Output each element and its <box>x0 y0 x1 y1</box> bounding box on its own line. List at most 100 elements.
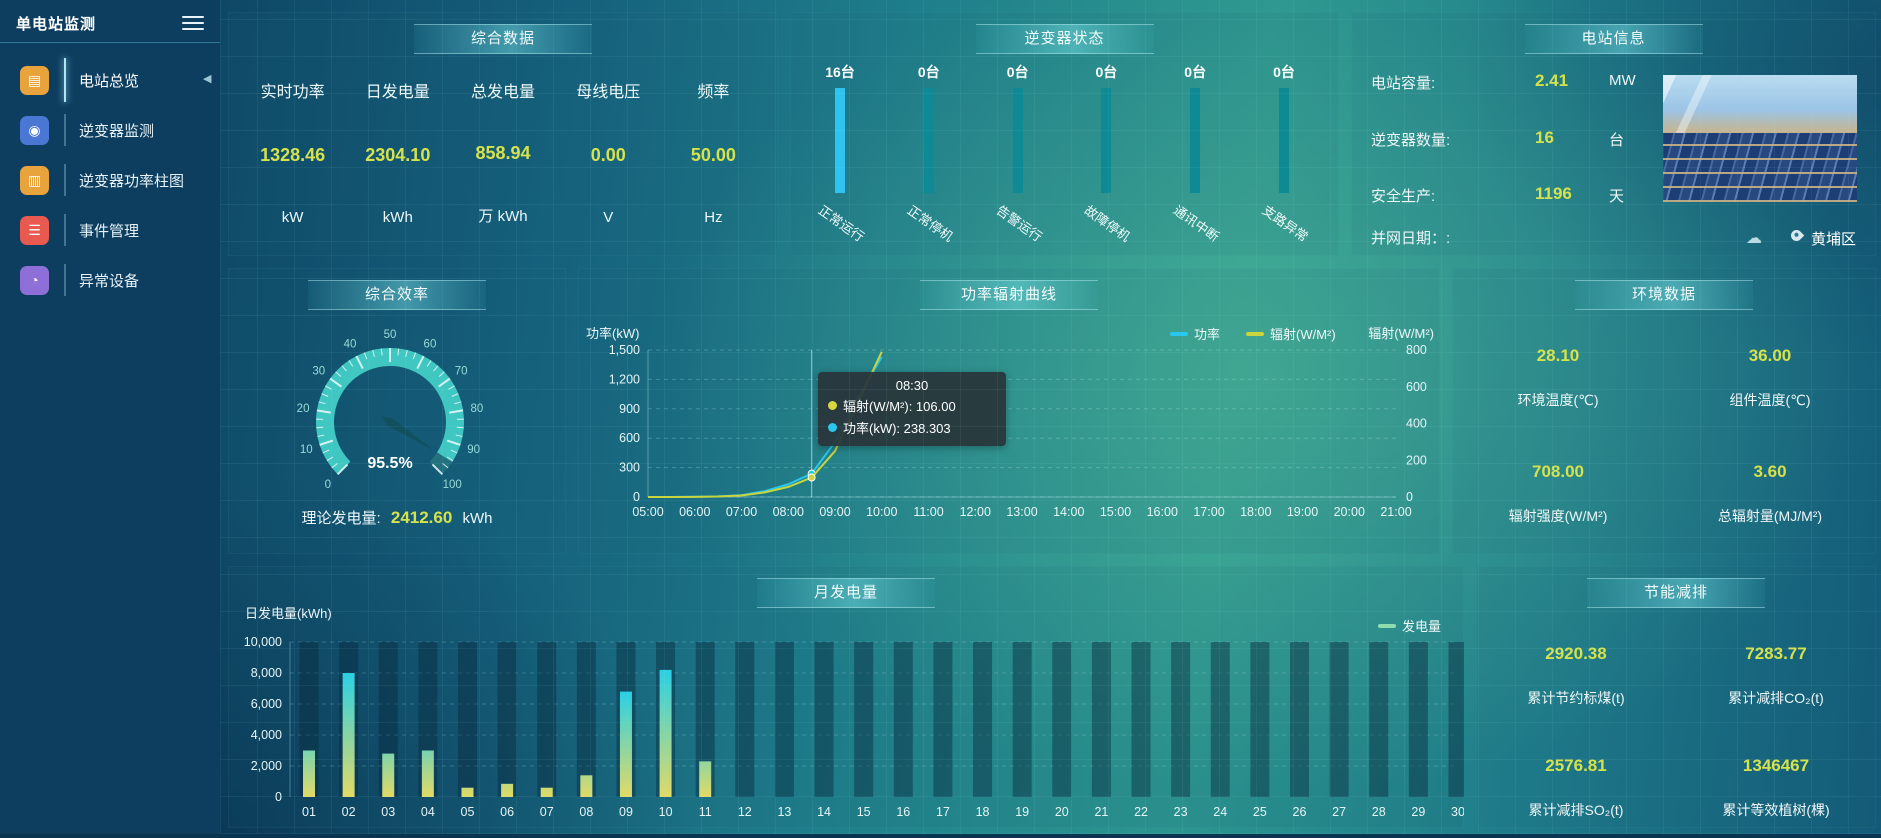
legend-label: 发电量 <box>1402 616 1441 635</box>
svg-text:10: 10 <box>300 444 313 456</box>
legend-label: 辐射(W/M²) <box>1270 324 1336 343</box>
station-info-label: 电站容量: <box>1371 72 1435 93</box>
svg-text:29: 29 <box>1411 805 1425 819</box>
sidebar-item-5[interactable]: ◔异常设备 <box>0 255 220 305</box>
svg-text:08:00: 08:00 <box>773 505 804 519</box>
svg-text:06: 06 <box>500 805 514 819</box>
svg-text:19: 19 <box>1015 805 1029 819</box>
location-name[interactable]: 黄埔区 <box>1811 228 1856 249</box>
metric-value: 2304.10 <box>345 145 450 166</box>
inverter-status-bar <box>1101 88 1111 193</box>
svg-text:13:00: 13:00 <box>1006 505 1037 519</box>
inverter-status-label: 正常停机 <box>904 200 958 245</box>
svg-text:04: 04 <box>421 805 435 819</box>
metric-label: 累计减排SO₂(t) <box>1476 800 1676 820</box>
station-info-value: 2.41 <box>1535 71 1568 91</box>
legend-item-2[interactable]: 辐射(W/M²) <box>1246 324 1336 343</box>
tooltip-dot <box>828 423 837 432</box>
svg-text:15: 15 <box>857 805 871 819</box>
metric-value: 7283.77 <box>1676 644 1876 664</box>
svg-text:16: 16 <box>896 805 910 819</box>
svg-text:20:00: 20:00 <box>1334 505 1365 519</box>
inverter-count: 0台 <box>1239 62 1329 82</box>
inverter-status-bar <box>1013 88 1023 193</box>
svg-text:22: 22 <box>1134 805 1148 819</box>
sidebar-item-4[interactable]: ☰事件管理 <box>0 205 220 255</box>
inverter-count: 16台 <box>795 62 885 82</box>
inverter-power-bar-icon: ▥ <box>20 166 49 195</box>
abnormal-device-icon: ◔ <box>20 266 49 295</box>
svg-text:21:00: 21:00 <box>1380 505 1411 519</box>
theory-energy-value: 2412.60 <box>391 508 452 527</box>
sidebar-item-2[interactable]: ◉逆变器监测 <box>0 105 220 155</box>
svg-text:15:00: 15:00 <box>1100 505 1131 519</box>
tooltip-entry: 辐射(W/M²): 106.00 <box>828 396 996 415</box>
metric-label: 总发电量 <box>450 78 555 102</box>
metric-value: 1328.46 <box>240 145 345 166</box>
svg-text:07: 07 <box>540 805 554 819</box>
legend-item-generation[interactable]: 发电量 <box>1378 616 1441 635</box>
metric-label: 实时功率 <box>240 78 345 102</box>
svg-text:日发电量(kWh): 日发电量(kWh) <box>245 606 332 621</box>
sidebar-header: 单电站监测 <box>0 0 220 43</box>
sidebar-collapse-icon[interactable]: ◀ <box>203 72 211 85</box>
legend-swatch <box>1378 624 1396 628</box>
power-radiation-legend: 功率 辐射(W/M²) <box>1170 324 1336 343</box>
svg-text:600: 600 <box>1406 380 1427 394</box>
svg-text:02: 02 <box>342 805 356 819</box>
sidebar-item-1[interactable]: ▤电站总览 <box>0 55 220 105</box>
sidebar-item-3[interactable]: ▥逆变器功率柱图 <box>0 155 220 205</box>
tooltip-time: 08:30 <box>828 378 996 393</box>
svg-text:08: 08 <box>579 805 593 819</box>
svg-text:900: 900 <box>619 402 640 416</box>
location-pin-icon[interactable] <box>1789 228 1805 244</box>
metric-label: 日发电量 <box>345 78 450 102</box>
station-info-value: 1196 <box>1535 184 1572 204</box>
svg-text:27: 27 <box>1332 805 1346 819</box>
inverter-count: 0台 <box>1150 62 1240 82</box>
saving-panel-title: 节能减排 <box>1587 578 1765 608</box>
metric-value: 708.00 <box>1452 462 1664 482</box>
svg-text:11: 11 <box>699 805 712 819</box>
metric-label: 频率 <box>661 78 766 102</box>
svg-text:09:00: 09:00 <box>819 505 850 519</box>
inverter-status-bar <box>924 88 934 193</box>
svg-text:4,000: 4,000 <box>251 728 282 742</box>
svg-text:0: 0 <box>325 479 331 491</box>
sidebar-item-label: 逆变器监测 <box>79 120 154 141</box>
hamburger-menu-icon[interactable] <box>182 12 204 34</box>
station-info-label: 安全生产: <box>1371 185 1435 206</box>
menu-divider <box>64 164 66 196</box>
svg-text:23: 23 <box>1174 805 1188 819</box>
legend-item-1[interactable]: 功率 <box>1170 324 1220 343</box>
inverter-status-label: 通讯中断 <box>1170 200 1224 245</box>
svg-text:1,200: 1,200 <box>609 372 640 386</box>
svg-text:28: 28 <box>1372 805 1386 819</box>
svg-text:12:00: 12:00 <box>960 505 991 519</box>
svg-text:600: 600 <box>619 431 640 445</box>
metric-value: 2920.38 <box>1476 644 1676 664</box>
svg-text:17: 17 <box>936 805 950 819</box>
svg-text:0: 0 <box>275 790 282 804</box>
svg-text:24: 24 <box>1213 805 1227 819</box>
svg-text:05: 05 <box>461 805 475 819</box>
tooltip-text: 功率(kW): 238.303 <box>843 418 951 437</box>
theory-energy-unit: kWh <box>462 510 492 527</box>
